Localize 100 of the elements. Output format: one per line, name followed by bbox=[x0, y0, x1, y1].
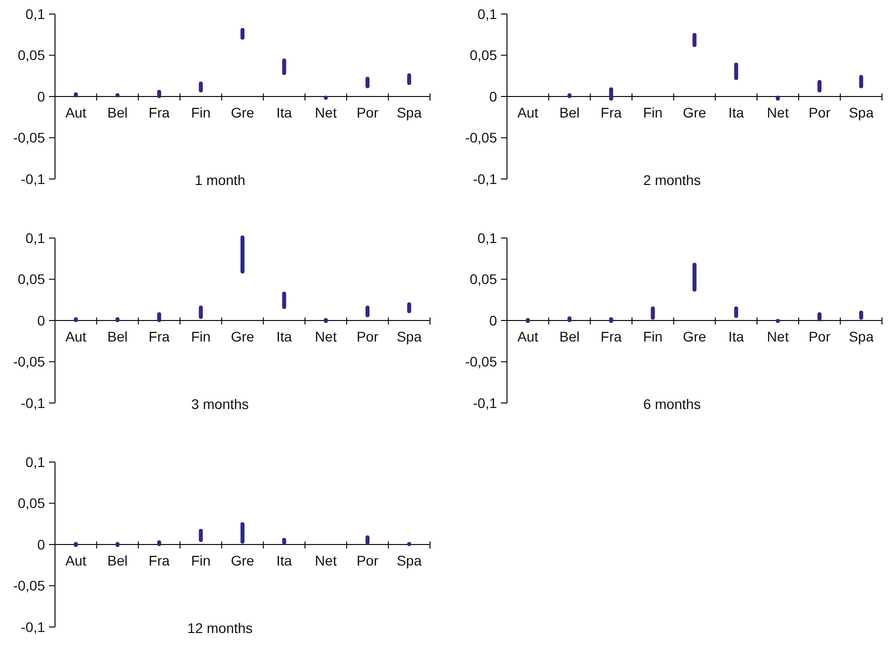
y-tick-label: 0,1 bbox=[26, 230, 46, 246]
bar bbox=[818, 312, 822, 322]
y-tick-label: 0,05 bbox=[18, 271, 46, 288]
text: 6 months bbox=[643, 396, 701, 412]
bar bbox=[366, 535, 370, 544]
bar bbox=[282, 292, 286, 309]
x-tick-label: Fin bbox=[191, 328, 211, 344]
y-tick-label: 0 bbox=[37, 88, 46, 104]
x-tick-label: Por bbox=[356, 552, 379, 568]
bar bbox=[407, 302, 412, 314]
x-tick-label: Net bbox=[314, 328, 337, 344]
bar bbox=[240, 522, 244, 544]
bar bbox=[692, 262, 696, 292]
y-tick-label: 0,05 bbox=[470, 271, 498, 288]
bar bbox=[609, 87, 614, 101]
x-tick-label: Fin bbox=[643, 104, 663, 120]
bar bbox=[198, 528, 203, 542]
x-tick-label: Fra bbox=[600, 104, 622, 120]
y-tick-label: 0,05 bbox=[470, 47, 498, 64]
bar bbox=[198, 306, 203, 319]
x-tick-label: Gre bbox=[682, 104, 706, 120]
bar bbox=[282, 58, 286, 76]
y-tick-label: -0,1 bbox=[20, 394, 46, 411]
x-tick-label: Aut bbox=[65, 552, 86, 568]
bar bbox=[366, 76, 370, 88]
bar bbox=[240, 28, 244, 40]
x-tick-label: Gre bbox=[682, 328, 706, 344]
bar bbox=[859, 75, 864, 88]
y-tick-label: -0,1 bbox=[472, 170, 498, 187]
x-tick-label: Fin bbox=[191, 552, 211, 568]
y-tick-label: -0,1 bbox=[20, 618, 46, 635]
y-tick-label: 0,05 bbox=[18, 495, 46, 512]
x-tick-label: Net bbox=[314, 552, 337, 568]
x-tick-label: Spa bbox=[396, 104, 422, 120]
x-tick-label: Gre bbox=[230, 104, 254, 120]
x-tick-label: Spa bbox=[848, 104, 874, 120]
x-tick-label: Bel bbox=[107, 552, 128, 568]
x-tick-label: Fin bbox=[191, 104, 211, 120]
y-tick-label: 0 bbox=[489, 312, 498, 328]
x-tick-label: Bel bbox=[559, 104, 580, 120]
x-tick-label: Ita bbox=[276, 104, 292, 120]
x-tick-label: Bel bbox=[107, 104, 128, 120]
x-tick-label: Gre bbox=[230, 552, 254, 568]
bar bbox=[240, 236, 244, 274]
x-tick-label: Ita bbox=[728, 104, 744, 120]
bar bbox=[818, 80, 822, 92]
y-tick-label: -0,05 bbox=[13, 354, 46, 370]
y-tick-label: 0,1 bbox=[478, 6, 498, 22]
bar bbox=[157, 312, 162, 322]
y-tick-label: -0,05 bbox=[13, 130, 46, 146]
y-tick-label: -0,1 bbox=[20, 170, 46, 187]
x-tick-label: Bel bbox=[559, 328, 580, 344]
x-tick-label: Spa bbox=[396, 552, 422, 568]
x-tick-label: Gre bbox=[230, 328, 254, 344]
bar bbox=[734, 62, 738, 80]
x-tick-label: Aut bbox=[517, 104, 538, 120]
bar bbox=[198, 82, 203, 92]
x-tick-label: Spa bbox=[848, 328, 874, 344]
x-tick-label: Aut bbox=[65, 104, 86, 120]
y-tick-label: 0,05 bbox=[18, 47, 46, 64]
bar bbox=[859, 310, 864, 320]
y-tick-label: -0,1 bbox=[472, 394, 498, 411]
y-tick-label: 0,1 bbox=[26, 454, 46, 470]
x-tick-label: Fra bbox=[148, 104, 170, 120]
x-tick-label: Aut bbox=[517, 328, 538, 344]
text: 3 months bbox=[191, 396, 249, 412]
x-tick-label: Net bbox=[314, 104, 337, 120]
y-tick-label: 0,1 bbox=[26, 6, 46, 22]
y-tick-label: 0 bbox=[489, 88, 498, 104]
bar bbox=[734, 306, 738, 318]
x-tick-label: Fra bbox=[600, 328, 622, 344]
x-tick-label: Fra bbox=[148, 328, 170, 344]
x-tick-label: Por bbox=[356, 328, 379, 344]
y-tick-label: 0 bbox=[37, 312, 46, 328]
y-tick-label: -0,05 bbox=[13, 578, 46, 594]
x-tick-label: Por bbox=[356, 104, 379, 120]
x-tick-label: Bel bbox=[107, 328, 128, 344]
x-tick-label: Por bbox=[808, 104, 831, 120]
text: 2 months bbox=[643, 172, 701, 188]
x-tick-label: Por bbox=[808, 328, 831, 344]
bar bbox=[366, 306, 370, 318]
text: 1 month bbox=[194, 172, 246, 188]
x-tick-label: Net bbox=[766, 104, 789, 120]
y-tick-label: 0,1 bbox=[478, 230, 498, 246]
x-tick-label: Spa bbox=[396, 328, 422, 344]
x-tick-label: Fra bbox=[148, 552, 170, 568]
bar bbox=[157, 90, 162, 98]
x-tick-label: Ita bbox=[728, 328, 744, 344]
text: 12 months bbox=[187, 620, 253, 636]
bar bbox=[407, 73, 412, 85]
x-tick-label: Fin bbox=[643, 328, 663, 344]
y-tick-label: 0 bbox=[37, 536, 46, 552]
y-tick-label: -0,05 bbox=[465, 354, 498, 370]
x-tick-label: Net bbox=[766, 328, 789, 344]
x-tick-label: Aut bbox=[65, 328, 86, 344]
x-tick-label: Ita bbox=[276, 328, 292, 344]
bar bbox=[650, 306, 655, 320]
x-tick-label: Ita bbox=[276, 552, 292, 568]
bar bbox=[692, 32, 696, 47]
y-tick-label: -0,05 bbox=[465, 130, 498, 146]
